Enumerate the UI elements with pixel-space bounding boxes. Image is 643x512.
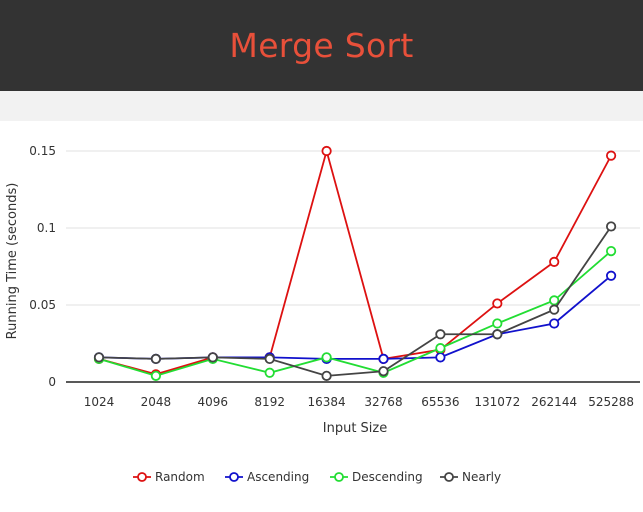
legend: Random Ascending Descending Nearly xyxy=(133,470,501,484)
data-point xyxy=(378,366,389,377)
data-point xyxy=(492,298,503,309)
legend-swatch-marker xyxy=(444,472,454,482)
x-axis-label: Input Size xyxy=(323,421,387,436)
x-tick-label: 16384 xyxy=(308,395,346,409)
line-chart: 0 0.05 0.1 0.15 1024 2048 4096 8192 16384 32768 6… xyxy=(5,144,640,484)
x-axis: 1024 2048 4096 8192 16384 32768 65536 131072 262… xyxy=(66,381,640,409)
legend-label: Descending xyxy=(352,470,423,484)
data-point xyxy=(435,352,446,363)
data-point xyxy=(321,352,332,363)
data-point xyxy=(435,329,446,340)
legend-swatch-marker xyxy=(229,472,239,482)
series-line xyxy=(98,250,612,377)
y-tick-label: 0.05 xyxy=(29,298,56,312)
subheader-bar xyxy=(0,91,643,121)
legend-label: Random xyxy=(155,470,205,484)
series-line xyxy=(98,147,612,376)
series-nearly xyxy=(93,221,617,381)
data-point xyxy=(264,353,275,364)
x-tick-label: 1024 xyxy=(84,395,115,409)
y-tick-label: 0.1 xyxy=(37,221,56,235)
data-point xyxy=(150,370,161,381)
x-tick-label: 4096 xyxy=(198,395,229,409)
x-tick-label: 525288 xyxy=(588,395,634,409)
legend-item-random: Random xyxy=(133,470,205,484)
data-point xyxy=(549,256,560,267)
y-tick-label: 0 xyxy=(48,375,56,389)
data-point xyxy=(605,246,617,257)
data-point xyxy=(321,145,332,157)
data-point xyxy=(264,367,275,378)
data-point xyxy=(150,353,161,364)
legend-item-nearly: Nearly xyxy=(440,470,501,484)
series-line xyxy=(98,225,612,377)
y-axis-label: Running Time (seconds) xyxy=(5,183,20,340)
legend-swatch-marker xyxy=(334,472,344,482)
legend-item-ascending: Ascending xyxy=(225,470,309,484)
data-point xyxy=(378,353,389,364)
data-point xyxy=(549,318,560,329)
data-point xyxy=(492,329,503,340)
x-tick-label: 2048 xyxy=(141,395,172,409)
page-header: Merge Sort xyxy=(0,0,643,91)
data-point xyxy=(93,352,105,363)
data-point xyxy=(605,150,617,161)
series-random xyxy=(93,145,617,380)
y-tick-label: 0.15 xyxy=(29,144,56,158)
data-point xyxy=(549,304,560,315)
data-point xyxy=(321,370,332,381)
series-layer xyxy=(93,145,617,381)
data-point xyxy=(435,343,446,354)
series-descending xyxy=(93,246,617,381)
page-title: Merge Sort xyxy=(229,26,414,65)
y-axis-ticks: 0 0.05 0.1 0.15 xyxy=(29,144,56,389)
x-tick-label: 131072 xyxy=(474,395,520,409)
legend-swatch-marker xyxy=(137,472,147,482)
x-tick-label: 8192 xyxy=(254,395,285,409)
x-tick-label: 32768 xyxy=(364,395,402,409)
legend-label: Nearly xyxy=(462,470,501,484)
legend-label: Ascending xyxy=(247,470,309,484)
data-point xyxy=(605,270,617,281)
x-tick-label: 262144 xyxy=(531,395,577,409)
data-point xyxy=(549,295,560,306)
data-point xyxy=(492,318,503,329)
x-tick-label: 65536 xyxy=(421,395,459,409)
data-point xyxy=(207,352,218,363)
data-point xyxy=(605,221,617,232)
grid-lines xyxy=(66,150,640,306)
legend-item-descending: Descending xyxy=(330,470,423,484)
chart-container: 0 0.05 0.1 0.15 1024 2048 4096 8192 16384 32768 6… xyxy=(0,121,643,508)
